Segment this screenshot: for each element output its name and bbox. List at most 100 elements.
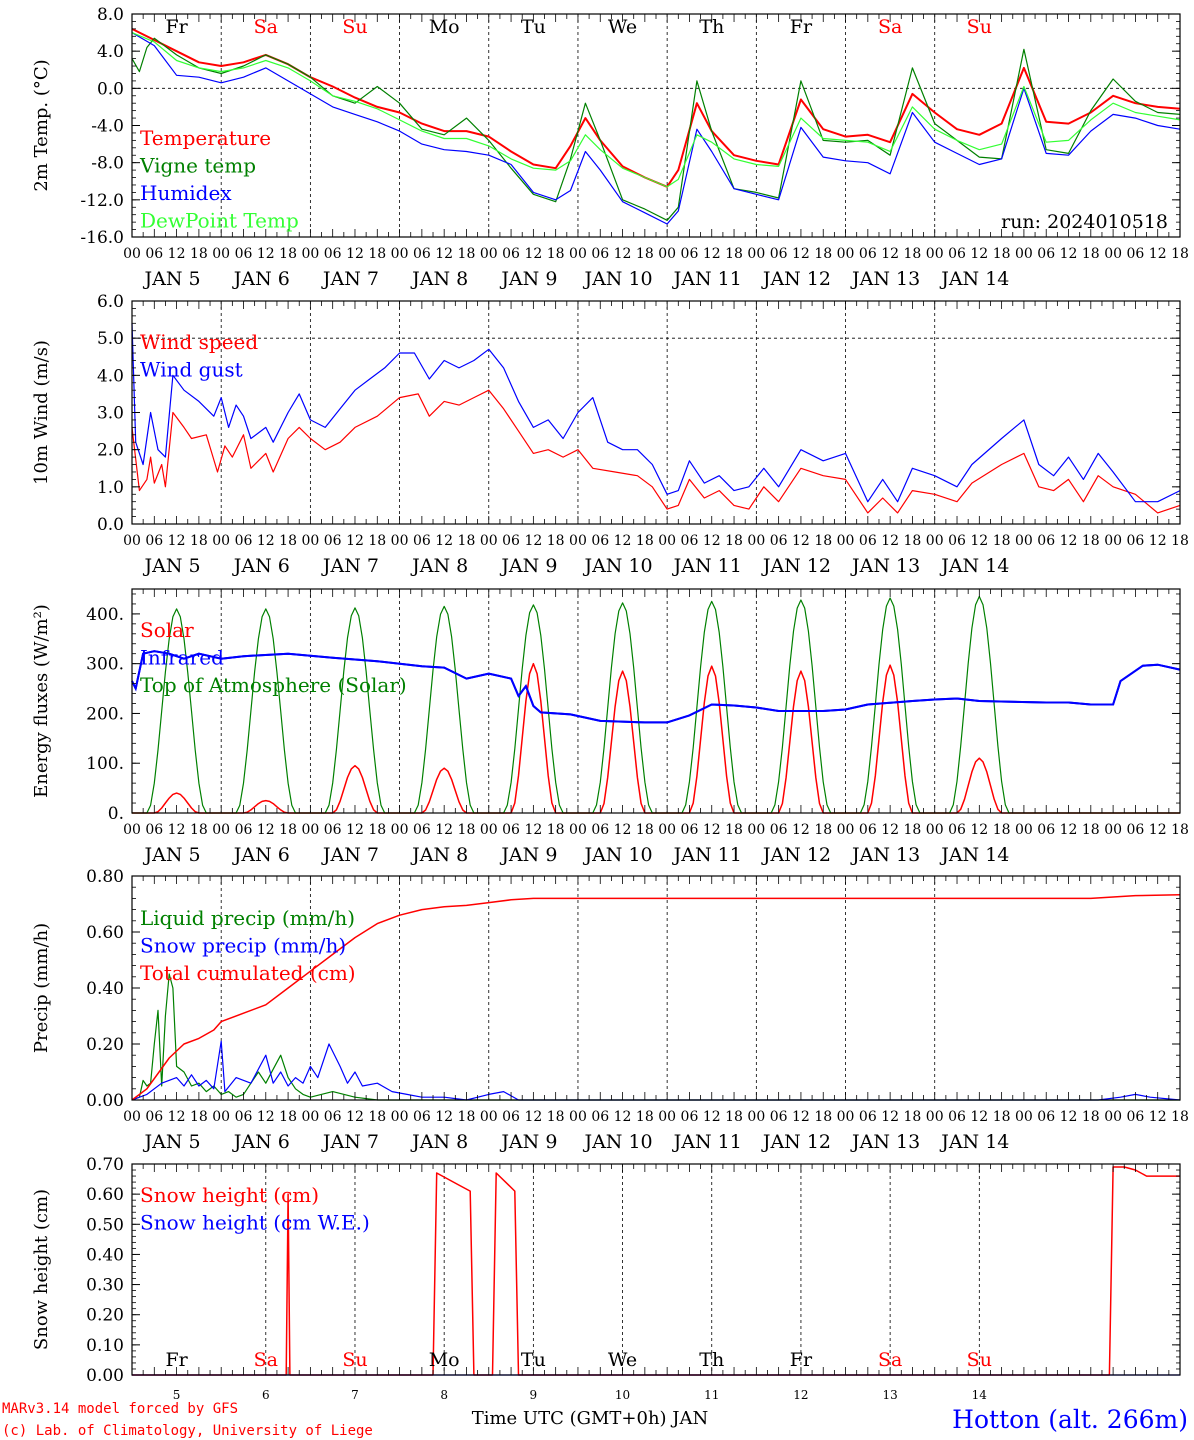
- hour-tick-label: 06: [1037, 533, 1055, 549]
- hour-tick-label: 12: [614, 246, 632, 262]
- hour-tick-label: 00: [926, 533, 944, 549]
- date-label: JAN 7: [321, 1131, 379, 1153]
- plot-frame: [131, 13, 1181, 238]
- hour-tick-label: 12: [346, 1109, 364, 1125]
- hour-tick-label: 06: [948, 1109, 966, 1125]
- day-number-label: 6: [262, 1388, 270, 1402]
- hour-tick-label: 06: [413, 822, 431, 838]
- hour-tick-label: 12: [257, 246, 275, 262]
- legend-entry: Wind speed: [140, 330, 258, 354]
- y-tick-label: 6.0: [97, 292, 124, 312]
- y-tick-label: 0.00: [86, 1366, 124, 1386]
- y-tick-label: 4.0: [97, 366, 124, 386]
- hour-tick-label: 06: [502, 533, 520, 549]
- y-tick-label: 0.10: [86, 1336, 124, 1356]
- hour-tick-label: 12: [1060, 246, 1078, 262]
- hour-tick-label: 00: [480, 533, 498, 549]
- hour-tick-label: 12: [1149, 822, 1167, 838]
- hour-tick-label: 18: [368, 246, 386, 262]
- day-number-label: 10: [615, 1388, 630, 1402]
- date-label: JAN 9: [499, 844, 557, 866]
- y-tick-label: 8.0: [97, 5, 124, 25]
- hour-tick-label: 06: [413, 1109, 431, 1125]
- hour-tick-label: 00: [658, 533, 676, 549]
- y-tick-label: 0.80: [86, 867, 124, 887]
- day-number-label: 14: [972, 1388, 988, 1402]
- legend-entry: Total cumulated (cm): [140, 961, 356, 985]
- hour-tick-label: 12: [614, 822, 632, 838]
- hour-tick-label: 06: [681, 533, 699, 549]
- hour-tick-label: 12: [524, 533, 542, 549]
- station-label: Hotton (alt. 266m): [952, 1405, 1188, 1434]
- hour-tick-label: 12: [970, 822, 988, 838]
- hour-tick-label: 06: [502, 822, 520, 838]
- series-line-vigne-temp: [131, 37, 1181, 221]
- hour-tick-label: 18: [814, 533, 832, 549]
- hour-tick-label: 18: [1171, 1109, 1189, 1125]
- hour-tick-label: 06: [324, 1109, 342, 1125]
- hour-tick-label: 00: [123, 533, 141, 549]
- series-line-top-of-atmosphere-solar-: [132, 595, 1180, 814]
- hour-tick-label: 06: [591, 246, 609, 262]
- hour-tick-label: 00: [212, 246, 230, 262]
- panel-energy: 400. 300. 200. 100. 0. Energy fluxes (W/m²) 00…: [31, 588, 1189, 866]
- hour-tick-label: 12: [524, 1109, 542, 1125]
- weekday-label: Th: [699, 16, 724, 38]
- hour-tick-label: 06: [1126, 1109, 1144, 1125]
- hour-tick-label: 12: [168, 1109, 186, 1125]
- hour-tick-label: 06: [948, 822, 966, 838]
- series-line-total-cumulated-cm-: [131, 894, 1181, 1101]
- hour-tick-label: 18: [725, 533, 743, 549]
- hour-tick-label: 00: [1015, 1109, 1033, 1125]
- hour-tick-label: 06: [145, 533, 163, 549]
- weekday-label: Su: [967, 1349, 992, 1371]
- hour-tick-label: 18: [993, 822, 1011, 838]
- hour-tick-label: 00: [391, 246, 409, 262]
- hour-tick-label: 00: [480, 1109, 498, 1125]
- hour-tick-label: 12: [1149, 246, 1167, 262]
- hour-tick-label: 06: [770, 822, 788, 838]
- hour-tick-label: 00: [569, 822, 587, 838]
- weekday-label: Sa: [254, 1349, 278, 1371]
- weekday-label: Fr: [165, 16, 188, 38]
- hour-tick-label: 18: [1082, 533, 1100, 549]
- date-label: JAN 9: [499, 555, 557, 577]
- hour-tick-label: 12: [614, 1109, 632, 1125]
- date-label: JAN 8: [410, 844, 468, 866]
- hour-tick-label: 06: [948, 246, 966, 262]
- hour-tick-label: 12: [435, 822, 453, 838]
- hour-tick-label: 00: [837, 533, 855, 549]
- hour-tick-label: 18: [368, 822, 386, 838]
- series-line-infrared-top: [131, 650, 1181, 724]
- legend-entry: Snow precip (mm/h): [140, 934, 346, 958]
- hour-tick-label: 12: [1060, 533, 1078, 549]
- hour-tick-label: 06: [1126, 533, 1144, 549]
- hour-tick-label: 18: [279, 1109, 297, 1125]
- weekday-label: Fr: [790, 16, 813, 38]
- weekday-label: Su: [967, 16, 992, 38]
- hour-tick-label: 00: [569, 1109, 587, 1125]
- legend-entry: DewPoint Temp: [140, 209, 299, 233]
- hour-tick-label: 18: [458, 822, 476, 838]
- hour-tick-label: 12: [1060, 822, 1078, 838]
- hour-tick-label: 18: [190, 246, 208, 262]
- hour-tick-label: 00: [837, 822, 855, 838]
- legend-entry: Wind gust: [140, 358, 243, 382]
- date-label: JAN 7: [321, 268, 379, 290]
- date-label: JAN 10: [582, 844, 652, 866]
- hour-tick-label: 12: [1149, 1109, 1167, 1125]
- weekday-label: Tu: [521, 16, 546, 38]
- day-number-label: 7: [351, 1388, 359, 1402]
- y-tick-label: 4.0: [97, 42, 124, 62]
- hour-tick-label: 12: [257, 822, 275, 838]
- date-label: JAN 12: [761, 844, 831, 866]
- hour-tick-label: 06: [948, 533, 966, 549]
- hour-tick-label: 12: [881, 1109, 899, 1125]
- hour-tick-label: 06: [145, 822, 163, 838]
- hour-tick-label: 00: [658, 822, 676, 838]
- hour-tick-label: 06: [235, 533, 253, 549]
- hour-tick-label: 12: [970, 533, 988, 549]
- date-label: JAN 13: [850, 268, 920, 290]
- hour-tick-label: 12: [435, 246, 453, 262]
- hour-tick-label: 12: [792, 1109, 810, 1125]
